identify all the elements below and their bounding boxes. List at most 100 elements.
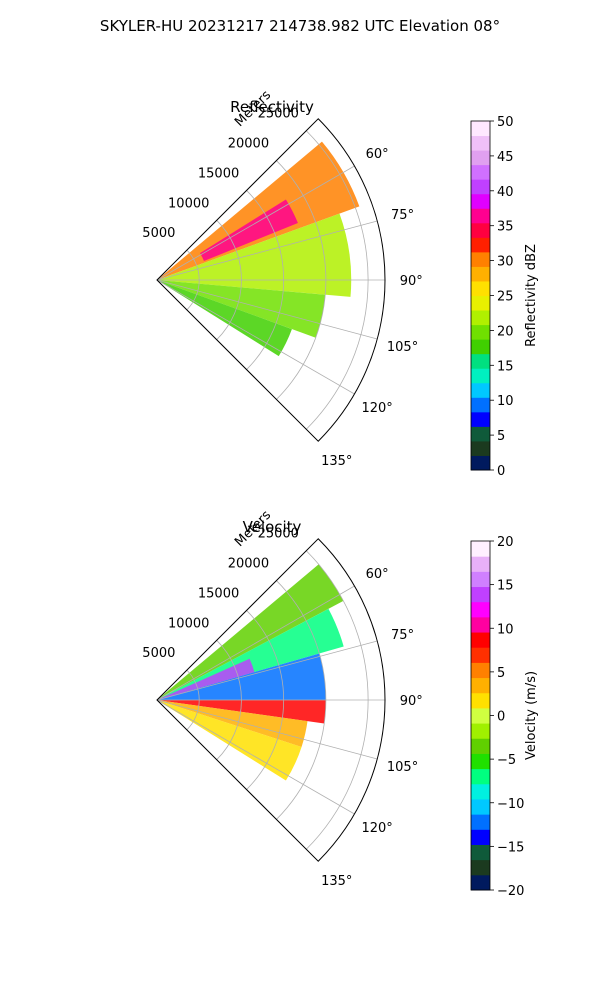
echo-sector: [157, 608, 344, 700]
colorbar-segment: [471, 150, 490, 166]
colorbar-segment: [471, 586, 490, 603]
colorbar-segment: [471, 541, 490, 557]
colorbar-segment: [471, 237, 490, 253]
colorbar-segment: [471, 266, 490, 282]
colorbar-tick-label: 50: [497, 115, 514, 130]
azimuth-gridline: [156, 640, 378, 701]
colorbar-segment: [471, 874, 490, 891]
colorbar-segment: [471, 662, 490, 679]
colorbar-tick-label: −20: [497, 884, 524, 899]
colorbar-tick-label: −5: [497, 753, 516, 768]
colorbar-segment: [471, 455, 490, 471]
velocity-panel: Velocity500010000150002000025000Meters60…: [142, 508, 539, 899]
colorbar-segment: [471, 339, 490, 355]
colorbar-tick-label: 0: [497, 464, 505, 479]
radial-tick-label: 15000: [198, 586, 239, 601]
azimuth-tick-label: 75°: [391, 208, 414, 223]
colorbar-segment: [471, 844, 490, 861]
echo-sector: [157, 700, 302, 781]
echo-sector: [157, 141, 360, 280]
panel-title: Reflectivity: [230, 98, 314, 116]
colorbar-segment: [471, 368, 490, 384]
colorbar-segment: [471, 677, 490, 694]
azimuth-gridline: [156, 699, 355, 815]
colorbar-tick-label: 25: [497, 290, 514, 305]
colorbar-tick-label: 45: [497, 150, 514, 165]
colorbar-tick-label: 20: [497, 324, 514, 339]
colorbar-label: Reflectivity dBZ: [524, 244, 539, 347]
colorbar-segment: [471, 164, 490, 180]
colorbar-segment: [471, 193, 490, 209]
echo-sector: [199, 199, 298, 262]
colorbar-segment: [471, 426, 490, 442]
colorbar-segment: [471, 280, 490, 296]
colorbar-segment: [471, 382, 490, 398]
colorbar-tick-label: 10: [497, 622, 514, 637]
radial-tick-label: 5000: [142, 226, 175, 241]
azimuth-gridline: [156, 585, 355, 701]
azimuth-tick-label: 120°: [361, 821, 392, 836]
azimuth-gridline: [156, 165, 355, 281]
colorbar-tick-label: 40: [497, 185, 514, 200]
colorbar-segment: [471, 601, 490, 618]
radial-tick-label: 10000: [168, 616, 209, 631]
colorbar-segment: [471, 411, 490, 427]
panel-title: Velocity: [243, 518, 302, 536]
azimuth-gridline: [156, 699, 378, 760]
colorbar-tick-label: 15: [497, 359, 514, 374]
colorbar-segment: [471, 783, 490, 800]
colorbar-segment: [471, 616, 490, 633]
azimuth-tick-label: 90°: [400, 274, 423, 289]
polar-frame: [156, 538, 386, 862]
colorbar-segment: [471, 222, 490, 238]
azimuth-gridline: [156, 220, 378, 281]
colorbar-tick-label: 35: [497, 220, 514, 235]
colorbar-segment: [471, 353, 490, 369]
radial-tick-label: 15000: [198, 166, 239, 181]
colorbar-segment: [471, 310, 490, 326]
azimuth-tick-label: 60°: [366, 147, 389, 162]
colorbar-segment: [471, 295, 490, 311]
figure-title: SKYLER-HU 20231217 214738.982 UTC Elevat…: [100, 17, 500, 35]
radial-tick-label: 5000: [142, 646, 175, 661]
colorbar-segment: [471, 632, 490, 648]
radial-tick-label: 20000: [228, 137, 269, 152]
azimuth-tick-label: 105°: [387, 760, 418, 775]
echo-sector: [157, 564, 344, 700]
colorbar-tick-label: 0: [497, 710, 505, 725]
colorbar-segment: [471, 571, 490, 588]
colorbar-segment: [471, 829, 490, 845]
azimuth-tick-label: 120°: [361, 401, 392, 416]
radial-tick-label: 25000: [258, 527, 299, 542]
colorbar-segment: [471, 814, 490, 830]
radial-tick-label: 10000: [168, 196, 209, 211]
colorbar-segment: [471, 179, 490, 195]
colorbar-segment: [471, 768, 490, 785]
azimuth-tick-label: 90°: [400, 694, 423, 709]
radial-tick-label: 25000: [258, 107, 299, 122]
colorbar-segment: [471, 647, 490, 663]
colorbar-tick-label: −10: [497, 797, 524, 812]
colorbar-segment: [471, 397, 490, 413]
echo-sector: [157, 700, 308, 747]
colorbar-tick-label: 15: [497, 579, 514, 594]
colorbar-tick-label: 20: [497, 535, 514, 550]
colorbar-segment: [471, 135, 490, 151]
azimuth-tick-label: 135°: [321, 454, 352, 469]
reflectivity-panel: Reflectivity500010000150002000025000Mete…: [142, 88, 539, 479]
colorbar-segment: [471, 692, 490, 709]
azimuth-gridline: [156, 279, 355, 395]
colorbar-segment: [471, 324, 490, 340]
colorbar-segment: [471, 208, 490, 224]
colorbar-segment: [471, 440, 490, 456]
colorbar-tick-label: −15: [497, 840, 524, 855]
colorbar-segment: [471, 723, 490, 739]
colorbar-segment: [471, 707, 490, 724]
colorbar-segment: [471, 859, 490, 876]
colorbar-segment: [471, 753, 490, 770]
colorbar-tick-label: 10: [497, 394, 514, 409]
polar-frame: [156, 118, 386, 442]
echo-sector: [157, 658, 255, 700]
